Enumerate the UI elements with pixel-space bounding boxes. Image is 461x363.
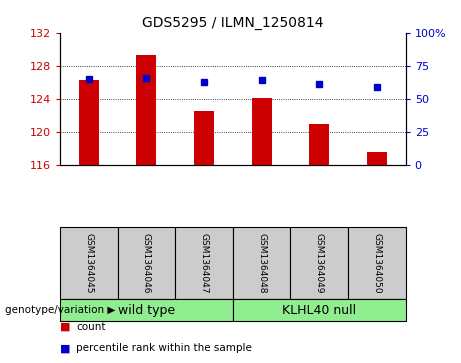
Text: genotype/variation ▶: genotype/variation ▶ — [5, 305, 115, 315]
Bar — [309, 124, 329, 165]
Text: wild type: wild type — [118, 304, 175, 317]
Text: percentile rank within the sample: percentile rank within the sample — [76, 343, 252, 354]
Text: KLHL40 null: KLHL40 null — [282, 304, 356, 317]
Title: GDS5295 / ILMN_1250814: GDS5295 / ILMN_1250814 — [142, 16, 324, 30]
Bar — [367, 152, 387, 165]
Text: GSM1364048: GSM1364048 — [257, 233, 266, 293]
Text: count: count — [76, 322, 106, 332]
Text: GSM1364046: GSM1364046 — [142, 233, 151, 293]
Bar — [79, 80, 99, 165]
Text: GSM1364050: GSM1364050 — [372, 233, 381, 294]
Text: ■: ■ — [60, 322, 71, 332]
Bar — [194, 111, 214, 165]
Bar — [252, 98, 272, 165]
Text: ■: ■ — [60, 343, 71, 354]
Bar — [136, 55, 156, 165]
Text: GSM1364045: GSM1364045 — [84, 233, 93, 293]
Text: GSM1364047: GSM1364047 — [200, 233, 208, 293]
Text: GSM1364049: GSM1364049 — [315, 233, 324, 293]
